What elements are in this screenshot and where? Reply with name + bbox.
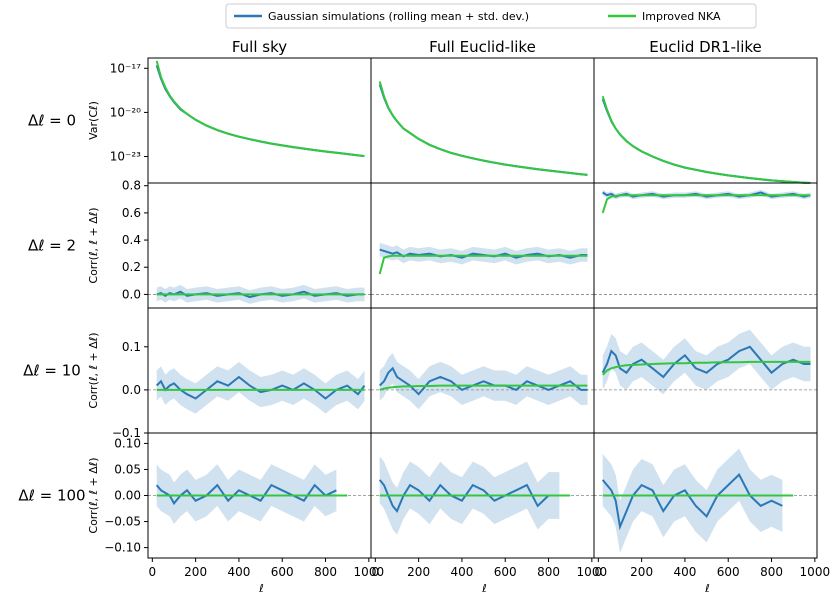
x-tick-label: 600 <box>717 565 740 579</box>
nka-line <box>601 360 811 376</box>
y-tick-label: 0.6 <box>122 206 141 220</box>
row-label: Δℓ = 10 <box>23 362 81 380</box>
nka-line <box>378 254 588 275</box>
x-tick-label: 200 <box>184 565 207 579</box>
panel-frame <box>147 307 372 434</box>
y-tick-label: 10⁻²³ <box>110 150 141 164</box>
simulation-mean-line <box>155 375 366 400</box>
legend-label-simulations: Gaussian simulations (rolling mean + std… <box>268 10 529 23</box>
x-axis-title: ℓ <box>258 582 264 595</box>
x-tick-label: 400 <box>450 565 473 579</box>
x-axis-title: ℓ <box>481 582 487 595</box>
y-tick-label: 0.05 <box>114 462 141 476</box>
column-title: Full sky <box>232 38 287 56</box>
y-tick-label: −0.10 <box>104 541 141 555</box>
simulation-mean-line <box>601 98 811 184</box>
x-tick-label: 600 <box>494 565 517 579</box>
row-label: Δℓ = 0 <box>28 112 76 130</box>
panel-frame <box>593 182 818 309</box>
std-band <box>379 242 588 265</box>
nka-line <box>378 81 588 176</box>
legend-frame <box>225 3 757 29</box>
nka-line <box>155 60 365 158</box>
x-tick-label: 800 <box>537 565 560 579</box>
y-tick-label: 0.10 <box>114 436 141 450</box>
panel-frame <box>370 57 595 184</box>
y-tick-label: 0.0 <box>122 383 141 397</box>
panel-frame <box>147 57 372 184</box>
x-tick-label: 800 <box>314 565 337 579</box>
panel-frame <box>593 432 818 559</box>
std-band <box>156 361 365 414</box>
std-band <box>156 64 365 158</box>
column-title: Full Euclid-like <box>429 38 536 56</box>
column-title: Euclid DR1-like <box>649 38 762 56</box>
y-axis-title: Corr(ℓ, ℓ + Δℓ) <box>87 332 100 408</box>
x-tick-label: 200 <box>630 565 653 579</box>
x-tick-label: 1000 <box>800 565 830 579</box>
y-axis-title: Corr(ℓ, ℓ + Δℓ) <box>87 457 100 533</box>
x-tick-label: 0 <box>595 565 603 579</box>
y-tick-label: 0.0 <box>122 287 141 301</box>
x-tick-label: 400 <box>673 565 696 579</box>
x-axis-title: ℓ <box>704 582 710 595</box>
y-tick-label: 0.8 <box>122 179 141 193</box>
row-label: Δℓ = 2 <box>28 237 76 255</box>
nka-line <box>601 95 811 184</box>
x-tick-label: 0 <box>149 565 157 579</box>
y-tick-label: 0.00 <box>114 489 141 503</box>
x-tick-label: 200 <box>407 565 430 579</box>
y-tick-label: 0.4 <box>122 233 141 247</box>
x-tick-label: 1000 <box>354 565 385 579</box>
x-tick-label: 400 <box>227 565 250 579</box>
simulation-mean-line <box>378 366 588 396</box>
std-band <box>379 83 588 177</box>
y-axis-title: Corr(ℓ, ℓ + Δℓ) <box>87 207 100 283</box>
panel-frame <box>370 182 595 309</box>
nka-line <box>601 194 811 214</box>
x-tick-label: 1000 <box>577 565 608 579</box>
y-tick-label: 10⁻²⁰ <box>110 105 141 119</box>
y-tick-label: −0.1 <box>112 426 141 440</box>
legend: Gaussian simulations (rolling mean + std… <box>225 3 757 29</box>
x-tick-label: 800 <box>760 565 783 579</box>
y-tick-label: 0.1 <box>122 340 141 354</box>
x-tick-label: 600 <box>271 565 294 579</box>
panel-frame <box>593 57 818 184</box>
nka-line <box>379 384 588 391</box>
simulation-mean-line <box>155 483 337 506</box>
y-tick-label: 10⁻¹⁷ <box>110 61 141 75</box>
x-tick-label: 0 <box>372 565 380 579</box>
y-tick-label: 0.2 <box>122 260 141 274</box>
row-label: Δℓ = 100 <box>18 487 85 505</box>
y-tick-label: −0.05 <box>104 515 141 529</box>
legend-label-nka: Improved NKA <box>642 10 721 23</box>
y-axis-title: Var(Cℓ) <box>87 101 100 140</box>
